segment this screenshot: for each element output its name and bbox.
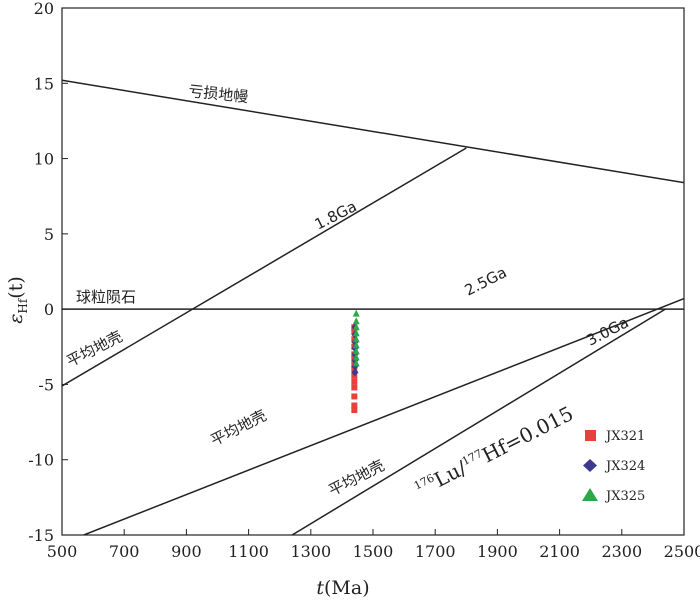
annotation-lu-hf-ratio: 176Lu/177Hf=0.015 bbox=[411, 401, 577, 501]
legend-marker-jx325 bbox=[582, 488, 598, 501]
annotation-avg-crust-2: 平均地壳 bbox=[208, 406, 270, 449]
y-tick-label: 20 bbox=[34, 0, 54, 18]
point-jx325 bbox=[352, 347, 360, 355]
x-tick-label: 1900 bbox=[477, 542, 518, 561]
y-axis-label-greek: ε bbox=[5, 314, 27, 324]
point-jx325 bbox=[352, 329, 360, 337]
y-tick-label: 15 bbox=[34, 74, 54, 93]
annotation-age-2-5: 2.5Ga bbox=[462, 263, 510, 299]
annotation-age-1-8: 1.8Ga bbox=[312, 197, 360, 233]
point-jx325 bbox=[352, 309, 360, 317]
point-jx325 bbox=[352, 353, 360, 361]
ref-line-depleted-mantle bbox=[62, 79, 684, 184]
y-tick-label: 0 bbox=[44, 300, 54, 319]
lu-hf-end: Hf=0.015 bbox=[478, 401, 577, 467]
point-jx325 bbox=[352, 359, 360, 367]
x-axis-ticks: 500 700 900 1100 1300 1500 1700 1900 2100 2300 250… bbox=[47, 529, 700, 561]
reference-lines bbox=[62, 79, 684, 535]
x-tick-label: 700 bbox=[109, 542, 140, 561]
ref-line-crust-3-0Ga bbox=[291, 308, 666, 535]
y-axis-label: εHf(t) bbox=[5, 276, 30, 324]
y-tick-label: 5 bbox=[44, 225, 54, 244]
annotation-avg-crust-3: 平均地壳 bbox=[326, 456, 388, 499]
x-tick-label: 1300 bbox=[290, 542, 331, 561]
legend: JX321 JX324 JX325 bbox=[582, 429, 645, 504]
legend-marker-jx324 bbox=[583, 459, 597, 472]
x-tick-label: 2100 bbox=[539, 542, 580, 561]
point-jx321 bbox=[351, 378, 358, 385]
legend-marker-jx321 bbox=[585, 430, 596, 441]
x-axis-label-rest: (Ma) bbox=[324, 577, 370, 599]
x-axis-label: t(Ma) bbox=[316, 577, 369, 599]
x-tick-label: 500 bbox=[47, 542, 78, 561]
point-jx324 bbox=[351, 368, 359, 377]
y-axis-label-rest: (t) bbox=[5, 276, 27, 298]
x-tick-label: 1100 bbox=[228, 542, 269, 561]
x-tick-label: 2500 bbox=[664, 542, 700, 561]
x-tick-label: 900 bbox=[171, 542, 202, 561]
legend-label-jx324: JX324 bbox=[604, 459, 645, 474]
y-tick-label: 10 bbox=[34, 150, 54, 169]
point-jx325 bbox=[352, 317, 360, 325]
x-tick-label: 2300 bbox=[601, 542, 642, 561]
x-tick-label: 1500 bbox=[353, 542, 394, 561]
point-jx325 bbox=[352, 341, 360, 349]
ref-line-crust-2-5Ga bbox=[83, 297, 684, 535]
x-tick-label: 1700 bbox=[415, 542, 456, 561]
x-axis-label-italic: t bbox=[316, 577, 324, 599]
legend-label-jx321: JX321 bbox=[604, 429, 645, 444]
point-jx325 bbox=[352, 335, 360, 343]
point-jx321 bbox=[351, 407, 358, 414]
point-jx325 bbox=[352, 323, 360, 331]
y-axis-ticks: -15 -10 -5 0 5 10 15 20 bbox=[28, 0, 68, 545]
point-jx321 bbox=[351, 384, 358, 391]
point-jx321 bbox=[351, 402, 358, 409]
y-tick-label: -5 bbox=[38, 375, 54, 394]
y-axis-label-sub: Hf bbox=[16, 297, 30, 313]
plot-frame bbox=[61, 7, 685, 536]
y-tick-label: -10 bbox=[28, 451, 54, 470]
point-jx321 bbox=[351, 393, 358, 400]
legend-label-jx325: JX325 bbox=[604, 489, 645, 504]
y-tick-label: -15 bbox=[28, 526, 54, 545]
ref-line-crust-1-8Ga bbox=[62, 147, 467, 387]
annotation-avg-crust-1: 平均地壳 bbox=[64, 327, 126, 370]
data-points bbox=[351, 309, 360, 414]
annotation-chondrite: 球粒陨石 bbox=[76, 288, 136, 306]
